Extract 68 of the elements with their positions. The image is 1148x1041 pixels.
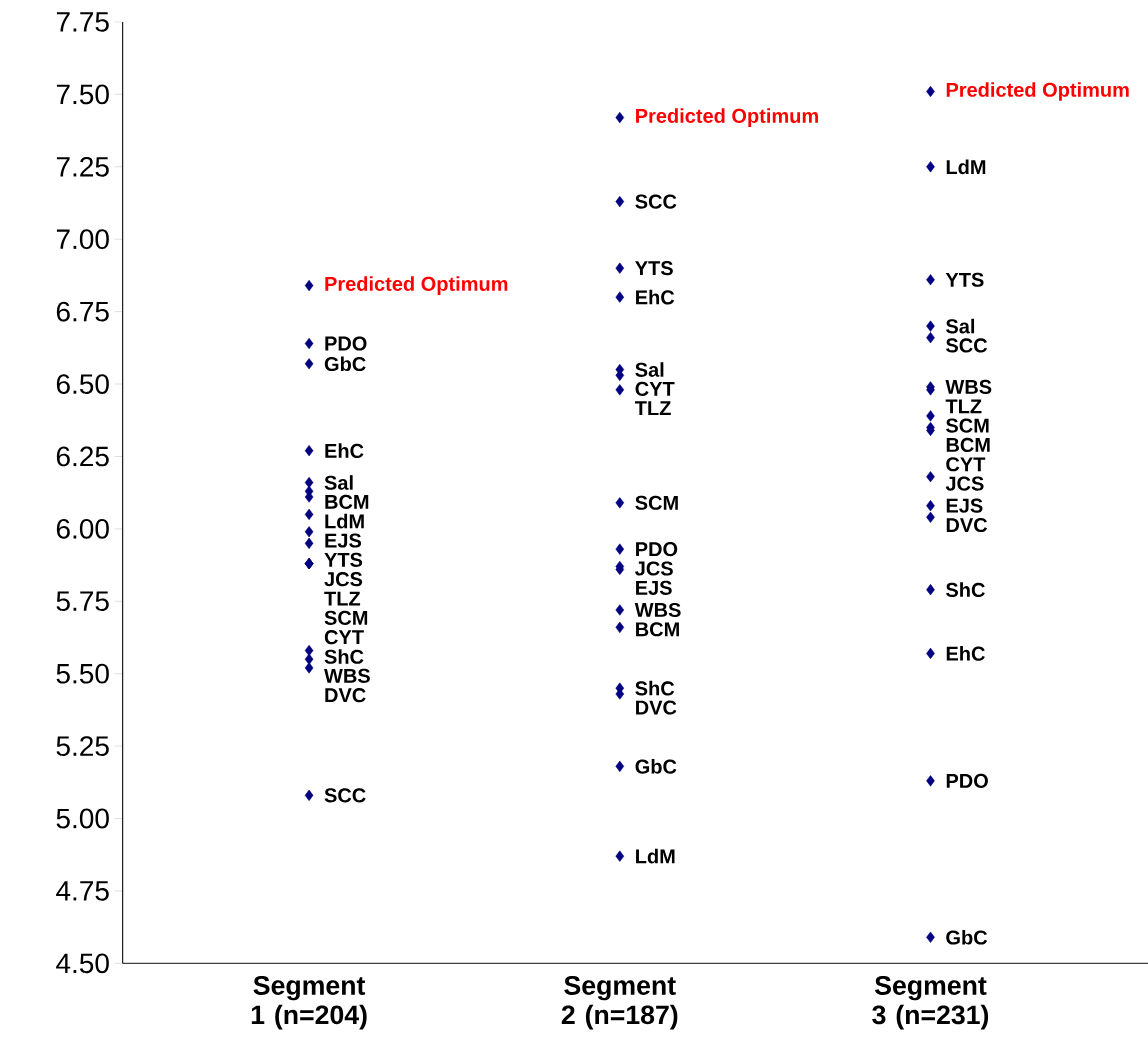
text: TLZ <box>324 591 361 606</box>
text: SCM <box>946 418 989 433</box>
text: DVC <box>636 700 677 715</box>
series-label: ShC <box>635 680 675 696</box>
text: Predicted Optimum <box>946 82 1129 101</box>
series-label: LdM <box>946 159 986 174</box>
text: CYT <box>946 457 986 472</box>
text: CYT <box>324 629 364 645</box>
series-label: SCM <box>635 495 678 510</box>
y-tick-label: 5.75 <box>56 591 109 611</box>
series-label: PDO <box>325 336 367 351</box>
text: YTS <box>945 272 984 287</box>
series-label: WBS <box>945 379 992 394</box>
text: BCM <box>946 437 990 452</box>
y-tick-label: 7.75 <box>56 12 109 32</box>
text: EJS <box>636 580 672 595</box>
text: JCS <box>635 561 673 576</box>
series-label: BCM <box>636 622 679 637</box>
series-label: CYT <box>635 381 675 396</box>
y-tick-label: 4.50 <box>56 953 109 974</box>
y-tick-label: 5.25 <box>56 736 109 756</box>
series-label: DVC <box>946 517 988 532</box>
text: BCM <box>325 494 369 509</box>
text: EJS <box>325 533 362 548</box>
y-tick-label: 5.00 <box>56 808 109 829</box>
text: Sal <box>946 318 975 334</box>
text: WBS <box>634 602 681 617</box>
y-tick-label: 6.25 <box>56 446 109 467</box>
x-tick-label: Segment 1 (n=204) <box>251 975 367 1030</box>
text: EhC <box>946 645 985 661</box>
series-label: EhC <box>636 289 675 305</box>
series-label: Predicted Optimum <box>636 108 818 127</box>
text: SCC <box>946 338 988 353</box>
text: ShC <box>324 649 364 664</box>
text: LdM <box>325 513 364 529</box>
y-tick-label: 4.75 <box>56 881 109 901</box>
text: WBS <box>324 668 370 683</box>
series-label: TLZ <box>945 399 982 413</box>
text: LdM <box>636 848 675 864</box>
series-label: GbC <box>324 356 366 371</box>
x-tick-label: Segment 3 (n=231) <box>872 975 989 1030</box>
text: Predicted Optimum <box>325 276 508 295</box>
series-label: Sal <box>324 475 353 490</box>
series-label: JCS <box>945 476 984 491</box>
text: SCC <box>635 194 677 209</box>
text: GbC <box>946 929 988 945</box>
text: DVC <box>325 687 366 703</box>
series-label: SCC <box>324 788 366 803</box>
text: TLZ <box>634 401 671 415</box>
text: EhC <box>325 443 364 458</box>
y-tick-label: 5.50 <box>56 663 109 684</box>
text: PDO <box>946 773 988 788</box>
text: SCM <box>324 610 368 625</box>
text: Sal <box>635 362 664 377</box>
series-label: EJS <box>946 498 983 513</box>
text: YTS <box>324 552 363 567</box>
y-tick-label: 6.75 <box>56 301 109 322</box>
y-tick-label: 6.50 <box>56 373 109 394</box>
text: GbC <box>635 758 677 774</box>
y-tick-label: 6.00 <box>56 518 109 539</box>
y-tick-label: 7.00 <box>56 229 109 249</box>
x-tick-label: Segment 2 (n=187) <box>561 975 678 1030</box>
text: PDO <box>636 541 678 557</box>
text: JCS <box>324 571 363 587</box>
y-tick-label: 7.50 <box>56 84 109 105</box>
text: ShC <box>946 582 985 597</box>
series-label: YTS <box>635 260 673 276</box>
y-tick-label: 7.25 <box>56 156 109 177</box>
